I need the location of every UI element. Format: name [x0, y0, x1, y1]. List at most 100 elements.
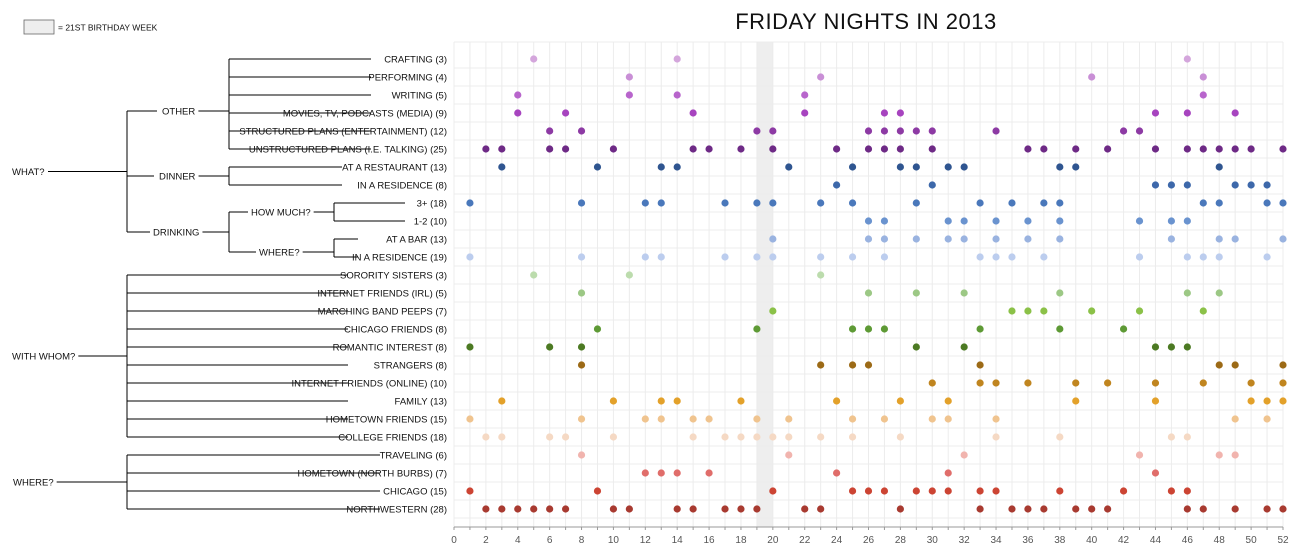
data-point: [466, 415, 474, 423]
tree-label-with-whom: WITH WHOM?: [12, 352, 75, 363]
data-point: [1183, 217, 1191, 225]
row-label: SORORITY SISTERS (3): [340, 271, 447, 282]
data-point: [482, 505, 490, 513]
x-axis-tick-label: 50: [1246, 535, 1258, 546]
data-point: [960, 163, 968, 171]
data-point: [673, 55, 681, 63]
data-point: [1056, 217, 1064, 225]
x-axis-tick-label: 24: [831, 535, 843, 546]
data-point: [1024, 145, 1032, 153]
data-point: [1247, 145, 1255, 153]
data-point: [1183, 181, 1191, 189]
data-point: [1279, 379, 1287, 387]
data-point: [944, 163, 952, 171]
data-point: [896, 163, 904, 171]
data-point: [864, 487, 873, 495]
data-point: [657, 469, 665, 477]
data-point: [1231, 235, 1239, 243]
x-axis-tick-label: 48: [1214, 535, 1226, 546]
data-point: [833, 397, 841, 405]
data-point: [482, 433, 490, 441]
category-tree: WHAT? WITH WHOM? WHERE? OTHER DINNER DRINKING…: [9, 58, 405, 510]
data-point: [1151, 109, 1160, 117]
data-point: [609, 433, 618, 441]
data-point: [848, 163, 857, 171]
data-point: [1183, 145, 1191, 153]
data-point: [498, 433, 506, 441]
gridlines: [453, 41, 1284, 527]
data-point: [1215, 199, 1223, 207]
data-point: [1056, 163, 1064, 171]
x-axis-tick-label: 2: [483, 535, 489, 546]
data-point: [769, 235, 777, 243]
data-point: [593, 487, 602, 495]
data-point: [577, 451, 586, 459]
data-point: [1167, 487, 1176, 495]
data-point: [833, 145, 841, 153]
x-axis-tick-label: 46: [1182, 535, 1194, 546]
data-point: [769, 433, 777, 441]
data-point: [1151, 397, 1160, 405]
data-point: [1040, 199, 1048, 207]
data-point: [737, 433, 745, 441]
data-point: [1231, 181, 1239, 189]
data-point: [912, 235, 920, 243]
x-axis-tick-label: 26: [863, 535, 875, 546]
data-point: [625, 505, 633, 513]
data-point: [705, 145, 713, 153]
data-point: [577, 289, 586, 297]
row-label: PERFORMING (4): [368, 73, 447, 84]
data-point: [1088, 307, 1096, 315]
data-point: [848, 253, 857, 261]
data-point: [769, 253, 777, 261]
data-point: [785, 415, 793, 423]
data-point: [1024, 307, 1032, 315]
data-point: [864, 361, 873, 369]
data-point: [577, 253, 586, 261]
data-point: [625, 271, 633, 279]
data-point: [1183, 109, 1191, 117]
x-axis-tick-label: 8: [579, 535, 585, 546]
data-point: [466, 199, 474, 207]
data-point: [1135, 253, 1144, 261]
data-point: [673, 91, 681, 99]
data-point: [530, 271, 538, 279]
data-point: [577, 415, 586, 423]
data-point: [546, 343, 554, 351]
row-label: INTERNET FRIENDS (ONLINE) (10): [291, 379, 447, 390]
data-point: [514, 109, 522, 117]
x-axis-tick-label: 0: [451, 535, 457, 546]
data-point: [466, 253, 474, 261]
data-point: [1151, 145, 1160, 153]
data-point: [689, 145, 697, 153]
data-point: [657, 253, 665, 261]
data-point: [976, 361, 984, 369]
data-point: [848, 325, 857, 333]
data-point: [769, 199, 777, 207]
data-point: [785, 163, 793, 171]
row-label: HOMETOWN (NORTH BURBS) (7): [297, 469, 447, 480]
data-point: [1199, 379, 1207, 387]
data-point: [1215, 361, 1223, 369]
data-point: [1151, 181, 1160, 189]
data-point: [1135, 307, 1144, 315]
data-point: [514, 505, 522, 513]
data-point: [912, 163, 920, 171]
data-point: [721, 433, 729, 441]
tree-label-what-backing: [9, 166, 48, 179]
data-point: [1215, 289, 1223, 297]
data-point: [466, 487, 474, 495]
data-point: [912, 199, 920, 207]
data-point: [1104, 145, 1112, 153]
data-point: [1231, 109, 1239, 117]
data-point: [912, 127, 920, 135]
data-point: [817, 505, 825, 513]
data-point: [1008, 307, 1016, 315]
data-point: [1024, 505, 1032, 513]
x-axis-tick-label: 40: [1086, 535, 1098, 546]
data-point: [1056, 199, 1064, 207]
data-point: [944, 235, 952, 243]
data-point: [1088, 505, 1096, 513]
data-point: [1231, 451, 1239, 459]
x-axis-tick-label: 16: [704, 535, 716, 546]
